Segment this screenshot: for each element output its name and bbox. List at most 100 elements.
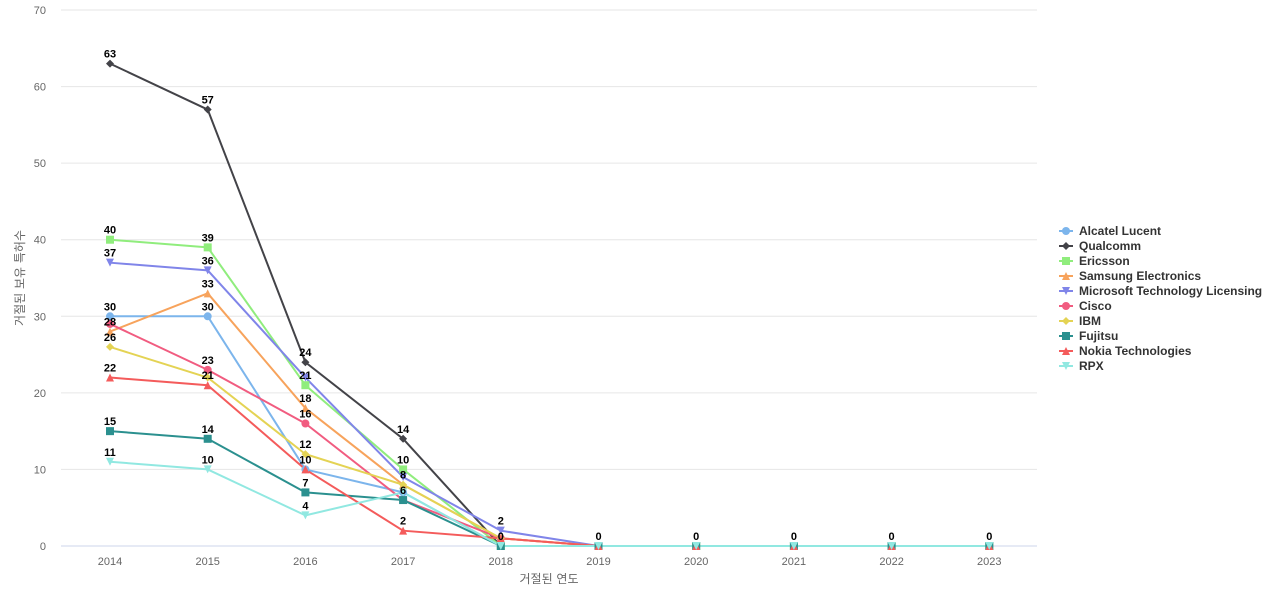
legend-marker bbox=[1062, 332, 1070, 340]
legend-marker bbox=[1062, 362, 1070, 370]
data-label: 40 bbox=[104, 225, 116, 237]
legend-label: IBM bbox=[1079, 314, 1101, 328]
data-label: 24 bbox=[299, 347, 312, 359]
legend-marker bbox=[1062, 302, 1070, 310]
y-tick-label: 0 bbox=[40, 541, 46, 553]
series-line-nokia-technologies[interactable] bbox=[109, 376, 991, 547]
data-point-microsoft-technology-licensing bbox=[399, 473, 408, 482]
data-label: 4 bbox=[302, 500, 309, 512]
data-label: 39 bbox=[202, 232, 214, 244]
data-point-ericsson bbox=[399, 465, 408, 474]
data-point-rpx bbox=[399, 488, 408, 497]
series-line-samsung-electronics[interactable] bbox=[109, 292, 991, 547]
data-point-nokia-technologies bbox=[301, 465, 310, 474]
x-tick-label: 2020 bbox=[684, 556, 708, 568]
data-label: 10 bbox=[299, 454, 311, 466]
data-label: 36 bbox=[202, 255, 214, 267]
series-line-cisco[interactable] bbox=[109, 322, 991, 547]
data-point-fujitsu bbox=[399, 496, 408, 505]
legend-item-alcatel-lucent[interactable]: Alcatel Lucent bbox=[1059, 224, 1161, 238]
x-tick-label: 2018 bbox=[489, 556, 513, 568]
data-label: 7 bbox=[302, 477, 308, 489]
x-tick-label: 2022 bbox=[879, 556, 903, 568]
data-label: 30 bbox=[104, 301, 116, 313]
data-point-cisco bbox=[203, 365, 212, 374]
y-tick-label: 50 bbox=[34, 158, 46, 170]
series-markers bbox=[106, 59, 994, 550]
data-point-microsoft-technology-licensing bbox=[106, 258, 114, 267]
data-point-ibm bbox=[203, 373, 212, 382]
data-point-fujitsu bbox=[106, 427, 114, 436]
legend-label: Cisco bbox=[1079, 299, 1112, 313]
legend-item-samsung-electronics[interactable]: Samsung Electronics bbox=[1059, 269, 1201, 283]
legend-item-qualcomm[interactable]: Qualcomm bbox=[1059, 239, 1141, 253]
legend-label: Alcatel Lucent bbox=[1079, 224, 1161, 238]
legend-marker bbox=[1062, 227, 1070, 235]
data-label: 14 bbox=[202, 424, 215, 436]
legend-label: Nokia Technologies bbox=[1079, 344, 1192, 358]
data-point-rpx bbox=[692, 542, 701, 550]
data-label: 8 bbox=[400, 470, 406, 482]
data-label: 10 bbox=[397, 454, 409, 466]
data-label: 15 bbox=[104, 416, 116, 428]
data-label: 33 bbox=[202, 278, 214, 290]
series-lines bbox=[109, 62, 991, 547]
data-point-microsoft-technology-licensing bbox=[301, 373, 310, 382]
data-point-qualcomm bbox=[399, 434, 408, 443]
data-label: 12 bbox=[299, 439, 311, 451]
y-axis-tick-labels: 0 10 20 30 40 50 60 70 bbox=[34, 5, 46, 553]
series-line-alcatel-lucent[interactable] bbox=[109, 315, 991, 547]
legend-label: Samsung Electronics bbox=[1079, 269, 1201, 283]
legend-label: Microsoft Technology Licensing bbox=[1079, 284, 1262, 298]
legend-item-rpx[interactable]: RPX bbox=[1059, 359, 1104, 373]
data-point-alcatel-lucent bbox=[203, 312, 212, 321]
x-tick-label: 2021 bbox=[782, 556, 806, 568]
data-point-nokia-technologies bbox=[496, 534, 505, 543]
y-tick-label: 30 bbox=[34, 311, 46, 323]
data-point-ericsson bbox=[301, 381, 310, 390]
data-label: 11 bbox=[104, 447, 116, 459]
legend-item-microsoft-technology-licensing[interactable]: Microsoft Technology Licensing bbox=[1059, 284, 1262, 298]
legend-item-fujitsu[interactable]: Fujitsu bbox=[1059, 329, 1118, 343]
data-label: 18 bbox=[299, 393, 311, 405]
legend-item-nokia-technologies[interactable]: Nokia Technologies bbox=[1059, 344, 1192, 358]
data-label: 14 bbox=[397, 424, 410, 436]
data-point-ibm bbox=[301, 450, 310, 459]
data-label: 21 bbox=[299, 370, 311, 382]
legend-item-cisco[interactable]: Cisco bbox=[1059, 299, 1112, 313]
data-point-cisco bbox=[301, 419, 310, 428]
y-tick-label: 70 bbox=[34, 5, 46, 17]
series-line-ibm[interactable] bbox=[109, 345, 991, 547]
legend-marker bbox=[1062, 317, 1070, 325]
x-axis-tick-labels: 2014 2015 2016 2017 2018 2019 2020 2021 2022 2023 bbox=[98, 556, 1002, 568]
y-tick-label: 10 bbox=[34, 464, 46, 476]
data-label: 0 bbox=[693, 531, 699, 543]
legend-marker bbox=[1062, 347, 1070, 355]
data-label: 63 bbox=[104, 49, 116, 61]
y-axis-title: 거절된 보유 특허수 bbox=[13, 230, 27, 326]
data-point-samsung-electronics bbox=[203, 289, 212, 298]
data-point-samsung-electronics bbox=[301, 404, 310, 413]
x-tick-label: 2019 bbox=[586, 556, 610, 568]
gridlines bbox=[61, 9, 1037, 547]
data-labels: 6340373028262215115739363330232114102421… bbox=[104, 49, 992, 543]
data-point-qualcomm bbox=[106, 59, 114, 68]
data-label: 23 bbox=[202, 355, 214, 367]
data-label: 26 bbox=[104, 332, 116, 344]
series-line-rpx[interactable] bbox=[109, 460, 991, 547]
data-point-qualcomm bbox=[301, 358, 310, 367]
legend-label: Qualcomm bbox=[1079, 239, 1141, 253]
legend-item-ericsson[interactable]: Ericsson bbox=[1059, 254, 1130, 268]
series-line-qualcomm[interactable] bbox=[109, 62, 991, 547]
legend-marker bbox=[1062, 257, 1070, 265]
data-point-rpx bbox=[301, 511, 310, 520]
legend-item-ibm[interactable]: IBM bbox=[1059, 314, 1101, 328]
data-point-ericsson bbox=[203, 243, 212, 252]
series-line-fujitsu[interactable] bbox=[109, 430, 991, 547]
data-point-microsoft-technology-licensing bbox=[496, 526, 505, 535]
data-label: 0 bbox=[791, 531, 797, 543]
legend-label: RPX bbox=[1079, 359, 1104, 373]
data-label: 6 bbox=[400, 485, 406, 497]
